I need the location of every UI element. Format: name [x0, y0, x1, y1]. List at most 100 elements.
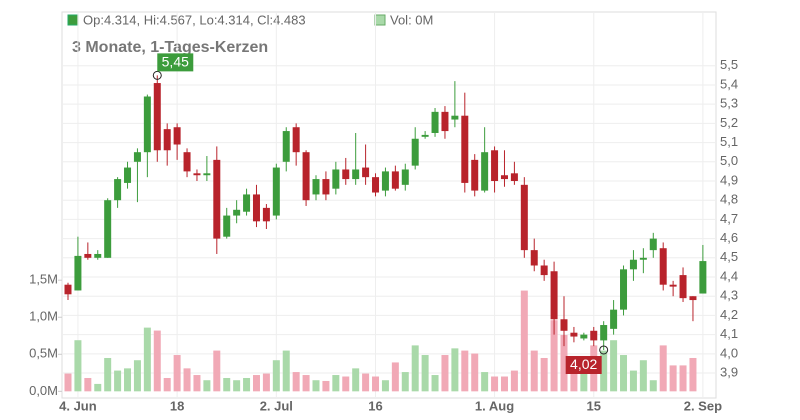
volume-bar — [342, 376, 350, 392]
volume-bar — [461, 350, 469, 392]
candle-body — [699, 261, 707, 294]
candle-body — [540, 265, 548, 276]
x-tick-label: 16 — [368, 398, 382, 413]
candle-body — [610, 309, 618, 329]
volume-bar — [213, 350, 221, 392]
annotation-box — [157, 53, 194, 72]
candle-body — [411, 138, 419, 166]
volume-bar — [391, 362, 399, 392]
volume-bar — [610, 340, 618, 392]
candle-body — [431, 111, 439, 133]
y2-tick-label: 0,5M — [29, 346, 58, 361]
annotation-box — [565, 355, 602, 374]
candle-body — [302, 152, 310, 201]
volume-bar — [84, 377, 92, 392]
volume-bar — [163, 377, 171, 392]
candle-body — [560, 319, 568, 331]
y-tick-label: 4,6 — [720, 230, 738, 245]
candle-body — [292, 127, 300, 153]
volume-bar — [530, 350, 538, 392]
candle-body — [243, 194, 251, 212]
y-tick-label: 4,7 — [720, 211, 738, 226]
volume-bar — [193, 375, 201, 392]
candle-body — [649, 238, 657, 251]
candle-body — [421, 134, 429, 137]
volume-bar — [173, 355, 181, 392]
candle-body — [133, 152, 141, 162]
candle-body — [352, 169, 360, 180]
volume-bar — [94, 383, 102, 392]
candle-body — [104, 200, 112, 258]
candle-body — [342, 169, 350, 180]
volume-bar — [669, 365, 677, 392]
candle-body — [669, 284, 677, 287]
volume-bar — [223, 377, 231, 392]
volume-bar — [262, 373, 270, 392]
volume-bar — [540, 357, 548, 392]
volume-bar — [431, 375, 439, 392]
volume-bar — [500, 376, 508, 392]
y-tick-label: 5,2 — [720, 115, 738, 130]
volume-bar — [689, 357, 697, 392]
candle-body — [183, 152, 191, 172]
annotation-label: 4,02 — [570, 356, 597, 372]
candle-body — [689, 296, 697, 301]
x-tick-label: 1. Aug — [475, 398, 514, 413]
annotation-label: 5,45 — [162, 54, 189, 70]
volume-bar — [649, 380, 657, 392]
volume-bar — [143, 327, 151, 392]
candle-body — [84, 253, 92, 258]
extreme-marker — [599, 345, 609, 355]
volume-bar — [183, 368, 191, 392]
volume-bar — [74, 340, 82, 392]
candle-body — [203, 173, 211, 176]
volume-bar — [600, 350, 608, 392]
candle-body — [312, 179, 320, 195]
volume-bar — [570, 360, 578, 392]
volume-bar — [629, 370, 637, 392]
candle-body — [629, 259, 637, 270]
candle-body — [74, 255, 82, 291]
candle-body — [213, 159, 221, 239]
y-tick-label: 4,1 — [720, 326, 738, 341]
candle-body — [530, 250, 538, 266]
volume-bar — [282, 350, 290, 392]
volume-bar — [64, 373, 72, 392]
candle-body — [570, 332, 578, 337]
volume-bar — [114, 370, 122, 392]
candle-body — [332, 169, 340, 189]
y2-tick-label: 0,0M — [29, 383, 58, 398]
y-tick-label: 4,9 — [720, 172, 738, 187]
volume-bar — [332, 375, 340, 392]
volume-bar — [411, 345, 419, 392]
y-tick-label: 4,8 — [720, 192, 738, 207]
volume-bar — [104, 357, 112, 392]
candle-body — [252, 194, 260, 222]
volume-bar — [659, 345, 667, 392]
candle-body — [639, 257, 647, 260]
y-tick-label: 4,3 — [720, 288, 738, 303]
volume-legend-swatch — [374, 14, 386, 26]
candle-body — [114, 179, 122, 201]
volume-bar — [153, 330, 161, 392]
candle-body — [441, 111, 449, 132]
volume-bar — [441, 355, 449, 392]
candle-body — [481, 152, 489, 191]
candle-body — [124, 167, 132, 183]
volume-bar — [243, 377, 251, 392]
volume-label: Vol: 0M — [390, 12, 433, 27]
candle-body — [282, 131, 290, 162]
candle-body — [580, 334, 588, 339]
y-tick-label: 3,9 — [720, 364, 738, 379]
volume-bar — [401, 372, 409, 392]
candle-body — [262, 207, 270, 222]
volume-bar — [580, 370, 588, 392]
y-tick-label: 5,0 — [720, 153, 738, 168]
y-tick-label: 4,2 — [720, 307, 738, 322]
candle-body — [362, 167, 370, 178]
volume-bar — [550, 320, 558, 392]
candle-body — [451, 115, 459, 120]
candle-body — [401, 169, 409, 185]
volume-bar — [302, 375, 310, 392]
